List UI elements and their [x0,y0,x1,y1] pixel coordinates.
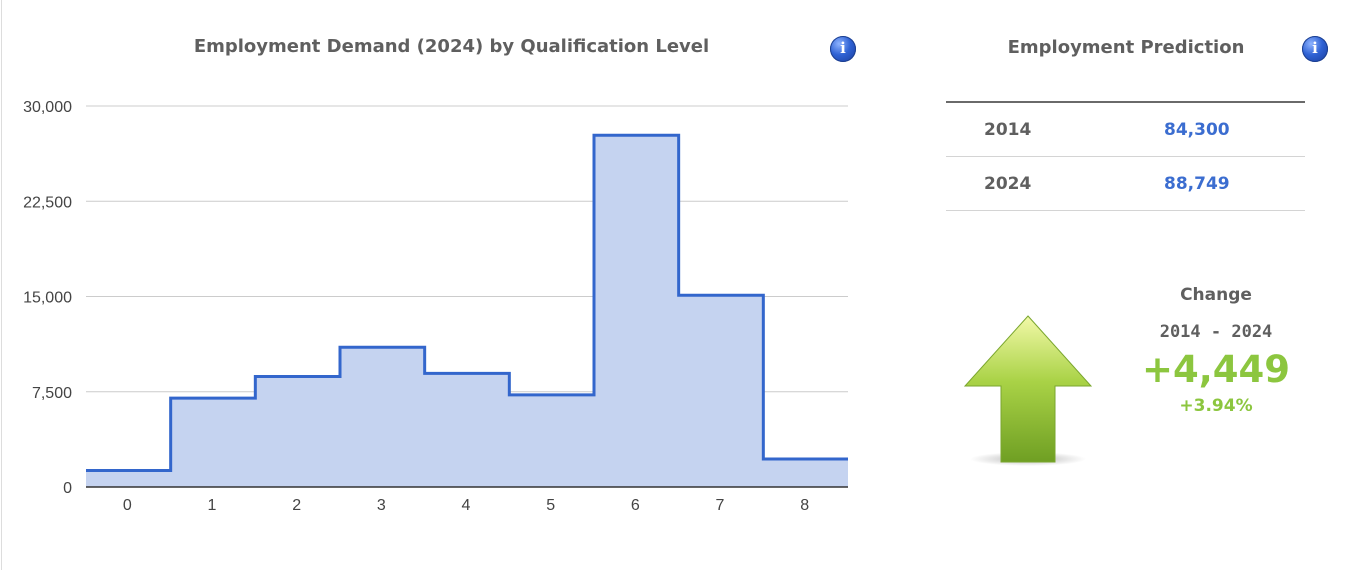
data-step [340,347,425,487]
y-tick-label: 30,000 [23,99,72,116]
data-step [255,377,340,487]
prediction-year: 2014 [984,120,1032,140]
change-percent: +3.94% [1179,396,1253,416]
chart-area: 0 7,500 15,000 22,500 30,000 0 1 2 3 4 5 6 7 8 [23,99,848,514]
prediction-table: 2014 84,300 2024 88,749 [946,101,1305,211]
x-tick-label: 6 [631,497,640,514]
prediction-value: 88,749 [1164,174,1230,194]
x-tick-label: 4 [462,497,471,514]
chart-info-icon[interactable] [830,36,856,62]
data-step [86,470,171,487]
change-label: Change [1180,285,1252,305]
arrow-up-icon [962,314,1094,470]
change-summary: Change 2014 - 2024 +4,449 +3.94% [1126,285,1306,416]
prediction-row-2024: 2024 88,749 [946,157,1305,211]
series-line [86,133,848,472]
prediction-row-2014: 2014 84,300 [946,103,1305,157]
data-step [679,295,764,487]
prediction-info-icon[interactable] [1302,36,1328,62]
change-range: 2014 - 2024 [1159,322,1273,342]
y-tick-label: 22,500 [23,194,72,211]
x-tick-label: 7 [716,497,725,514]
data-step [425,373,510,487]
data-step [509,395,594,487]
prediction-title: Employment Prediction [1007,37,1245,58]
x-tick-label: 8 [800,497,809,514]
prediction-value: 84,300 [1164,120,1230,140]
x-tick-label: 0 [123,497,132,514]
x-tick-label: 1 [208,497,217,514]
y-tick-label: 0 [63,480,72,497]
prediction-year: 2024 [984,174,1032,194]
data-step [594,135,679,487]
y-tick-label: 15,000 [23,290,72,307]
chart-title: Employment Demand (2024) by Qualificatio… [193,36,710,57]
x-tick-label: 3 [377,497,386,514]
x-tick-label: 5 [546,497,555,514]
panel-border [1,0,2,570]
series-area [86,135,848,487]
data-step [171,398,256,487]
data-step [763,459,848,487]
change-amount: +4,449 [1141,348,1291,391]
y-tick-label: 7,500 [32,385,72,402]
x-tick-label: 2 [292,497,301,514]
